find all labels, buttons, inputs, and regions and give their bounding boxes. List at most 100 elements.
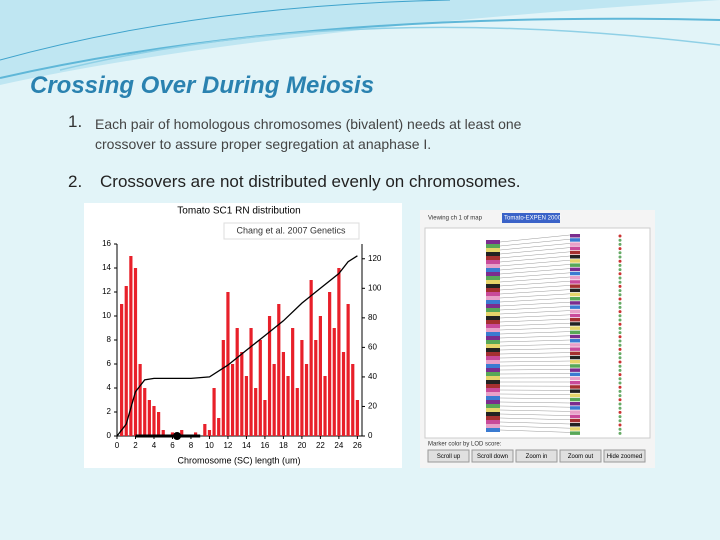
marker-dot [618,339,622,343]
item-number: 2. [68,172,83,191]
map-button-label: Scroll down [477,454,508,460]
marker-dot [618,326,622,330]
marker-dot [618,259,622,263]
map-connector [499,339,571,343]
map-footer: Marker color by LOD score: [428,442,502,448]
map-connector [499,247,571,255]
chromosome-band [486,412,500,416]
y-tick-label: 14 [102,263,111,272]
map-connector [499,397,571,400]
marker-dot [618,402,622,406]
marker-band [570,242,580,246]
map-connector [499,343,571,347]
bar [304,364,309,436]
chart-title: Tomato SC1 RN distribution [177,206,300,217]
map-connector [499,356,571,359]
marker-dot [618,431,622,435]
chromosome-band [486,296,500,300]
bar [170,432,175,436]
map-connector [499,289,571,295]
chromosome-band [486,336,500,340]
map-connector [499,276,571,283]
chromosome-band [486,280,500,284]
map-button[interactable] [427,449,470,463]
swoosh-line [0,0,451,61]
y-tick-label: 6 [107,359,112,368]
map-button[interactable] [603,449,646,463]
bar [286,376,290,436]
marker-band [570,360,580,364]
y2-tick-label: 100 [368,283,382,292]
cumulative-line [116,255,358,437]
x-tick-label: 12 [223,441,232,450]
map-connector [499,264,571,271]
chromosome-band [486,324,500,328]
bar [267,316,272,436]
marker-band [570,397,580,402]
bar [152,406,156,436]
marker-band [570,351,580,356]
bar [226,292,230,436]
y2-tick-label: 60 [368,342,377,351]
x-tick-label: 20 [297,441,306,450]
bar [217,418,221,436]
y2-tick-label: 40 [368,372,377,381]
bar [355,400,359,436]
x-tick-label: 14 [242,441,251,450]
map-connector [499,259,571,267]
chromosome-band [486,376,500,380]
marker-dot [618,318,622,322]
marker-band [570,364,580,368]
swoosh-line [0,17,720,79]
bar [346,304,350,436]
map-button[interactable] [471,449,514,463]
map-connector [499,306,571,311]
map-connector [499,331,571,335]
chromosome-band [486,428,500,432]
bar [281,352,286,436]
map-connector [499,310,571,315]
marker-dot [618,423,622,427]
marker-dot [618,381,622,385]
marker-band [570,234,580,238]
chromosome-band [486,256,500,260]
chromosome-band [486,240,500,244]
marker-dot [618,272,622,276]
map-connector [499,335,571,339]
marker-dot [618,352,622,356]
item-number: 1. [68,112,83,131]
marker-band [570,334,580,339]
map-connector [499,293,571,299]
map-button-label: Zoom out [568,454,594,460]
marker-band [570,406,580,410]
marker-band [570,368,580,372]
marker-band [570,410,580,414]
chromosome-band [486,348,500,352]
marker-dot [618,247,622,251]
swoosh-line [59,26,720,71]
y-tick-label: 0 [107,431,112,440]
chromosome-band [486,332,500,336]
swoosh-fill [0,0,720,85]
x-tick-label: 22 [316,441,325,450]
marker-band [570,297,580,301]
map-button[interactable] [515,449,558,463]
x-tick-label: 4 [152,441,157,450]
marker-band [570,339,580,343]
annotation-box [223,222,360,240]
marker-dot [618,394,622,398]
marker-dot [618,364,622,368]
y-tick-label: 16 [102,239,111,248]
chromosome-band [486,384,500,388]
chromosome-band [486,252,500,256]
chromosome-band [486,360,500,364]
bar [351,364,355,436]
map-connector [499,318,571,323]
marker-band [570,301,580,305]
marker-band [570,347,580,351]
marker-dot [618,419,622,423]
map-button[interactable] [559,449,602,463]
bar [124,286,128,436]
marker-band [570,343,580,347]
